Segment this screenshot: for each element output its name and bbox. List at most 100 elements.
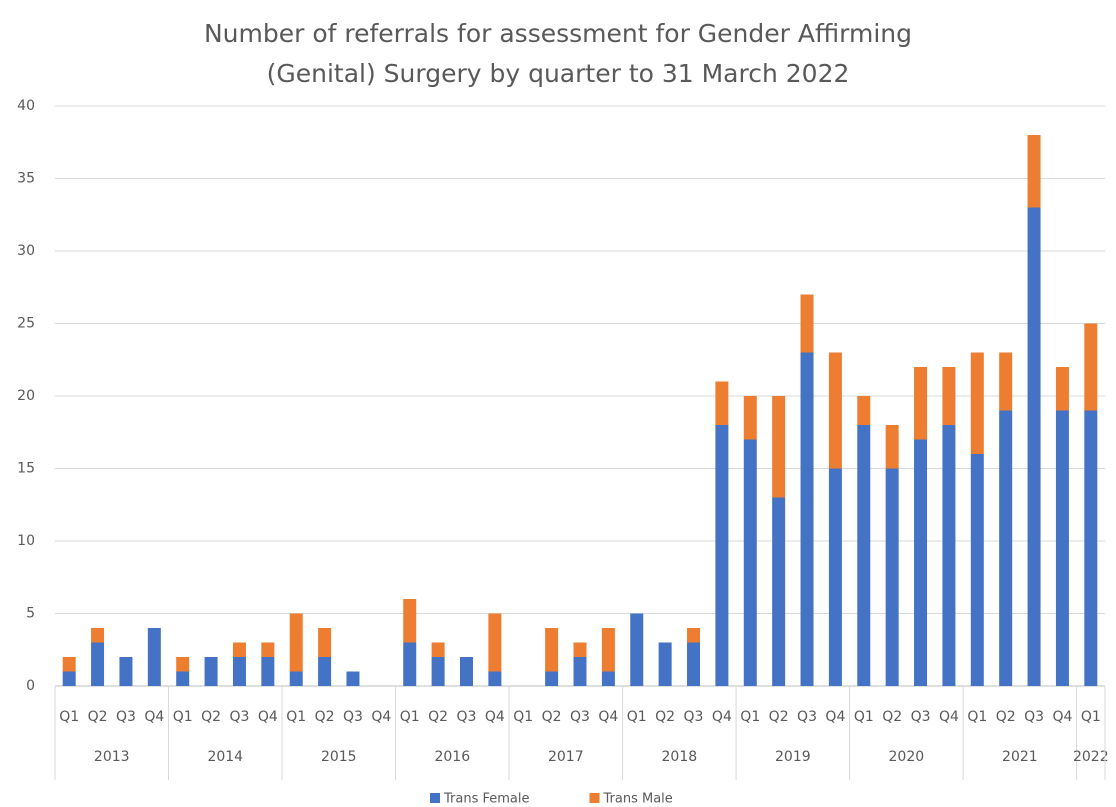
x-tick-label: Q4	[258, 709, 278, 725]
x-tick-label: Q3	[684, 709, 704, 725]
x-tick-label: Q1	[854, 709, 874, 725]
bar-segment	[828, 468, 842, 686]
bar-segment	[1027, 207, 1041, 686]
bar-segment	[630, 613, 644, 686]
bar-segment	[715, 381, 729, 425]
bar-segment	[970, 454, 984, 686]
bar-segment	[914, 439, 928, 686]
bar-segment	[62, 671, 76, 686]
bar-segment	[687, 642, 701, 686]
bar-segment	[828, 352, 842, 469]
bar-segment	[289, 613, 303, 672]
x-group-label: 2015	[321, 749, 357, 765]
bar-segment	[91, 628, 105, 643]
bar-segment	[318, 628, 332, 657]
y-tick-label: 40	[17, 98, 35, 114]
bar-segment	[743, 439, 757, 686]
bar-segment	[942, 367, 956, 425]
bar-segment	[488, 671, 502, 686]
x-tick-label: Q2	[996, 709, 1016, 725]
x-tick-label: Q3	[116, 709, 136, 725]
x-tick-label: Q1	[286, 709, 306, 725]
x-tick-label: Q2	[315, 709, 335, 725]
x-tick-label: Q4	[712, 709, 732, 725]
x-tick-label: Q2	[542, 709, 562, 725]
x-tick-label: Q1	[59, 709, 79, 725]
bar-segment	[687, 628, 701, 643]
y-tick-label: 35	[17, 171, 35, 187]
x-tick-label: Q4	[939, 709, 959, 725]
bar-segment	[885, 425, 899, 469]
bar-segment	[857, 425, 871, 686]
bar-segment	[999, 410, 1013, 686]
bar-segment	[403, 599, 417, 643]
bar-segment	[119, 657, 133, 686]
y-tick-label: 0	[26, 678, 35, 694]
y-tick-label: 10	[17, 533, 35, 549]
x-tick-label: Q3	[343, 709, 363, 725]
bar-segment	[658, 642, 672, 686]
bar-segment	[431, 657, 445, 686]
y-tick-label: 30	[17, 243, 35, 259]
x-tick-label: Q1	[1081, 709, 1101, 725]
chart-title: Number of referrals for assessment for G…	[204, 19, 912, 48]
x-tick-label: Q1	[513, 709, 533, 725]
bar-segment	[772, 497, 786, 686]
bar-segment	[232, 657, 246, 686]
x-group-label: 2022	[1073, 749, 1109, 765]
x-tick-label: Q1	[173, 709, 193, 725]
x-tick-label: Q3	[797, 709, 817, 725]
bar-segment	[999, 352, 1013, 411]
bar-segment	[91, 642, 105, 686]
bar-segment	[147, 628, 161, 686]
bar-segment	[289, 671, 303, 686]
bar-segment	[914, 367, 928, 440]
x-tick-label: Q4	[144, 709, 164, 725]
bar-segment	[970, 352, 984, 454]
bar-segment	[1084, 323, 1098, 411]
x-group-label: 2018	[662, 749, 698, 765]
x-tick-label: Q2	[88, 709, 108, 725]
x-tick-label: Q2	[882, 709, 902, 725]
x-tick-label: Q4	[371, 709, 391, 725]
bar-segment	[204, 657, 218, 686]
x-tick-label: Q1	[627, 709, 647, 725]
bar-segment	[601, 628, 615, 672]
bar-segment	[62, 657, 76, 672]
x-tick-label: Q4	[825, 709, 845, 725]
x-tick-label: Q2	[428, 709, 448, 725]
x-group-label: 2021	[1002, 749, 1038, 765]
x-tick-label: Q3	[1024, 709, 1044, 725]
bar-segment	[857, 396, 871, 425]
x-group-label: 2014	[207, 749, 243, 765]
chart-title: (Genital) Surgery by quarter to 31 March…	[267, 59, 850, 88]
bar-segment	[176, 657, 190, 672]
x-group-label: 2016	[434, 749, 470, 765]
bar-segment	[261, 642, 275, 657]
y-tick-label: 15	[17, 461, 35, 477]
y-tick-label: 20	[17, 388, 35, 404]
bar-segment	[431, 642, 445, 657]
bar-segment	[800, 294, 814, 353]
bar-segment	[800, 352, 814, 686]
x-tick-label: Q3	[457, 709, 477, 725]
x-tick-label: Q4	[485, 709, 505, 725]
bar-segment	[176, 671, 190, 686]
bar-segment	[1084, 410, 1098, 686]
x-tick-label: Q3	[229, 709, 249, 725]
x-group-label: 2017	[548, 749, 584, 765]
legend-label: Trans Female	[443, 792, 530, 807]
bar-segment	[573, 657, 587, 686]
x-tick-label: Q1	[400, 709, 420, 725]
x-tick-label: Q4	[598, 709, 618, 725]
x-group-label: 2019	[775, 749, 811, 765]
bar-segment	[715, 425, 729, 686]
x-tick-label: Q2	[769, 709, 789, 725]
x-tick-label: Q4	[1052, 709, 1072, 725]
x-group-label: 2013	[94, 749, 130, 765]
x-tick-label: Q3	[570, 709, 590, 725]
x-tick-label: Q2	[201, 709, 221, 725]
bar-segment	[743, 396, 757, 440]
y-tick-label: 5	[26, 606, 35, 622]
